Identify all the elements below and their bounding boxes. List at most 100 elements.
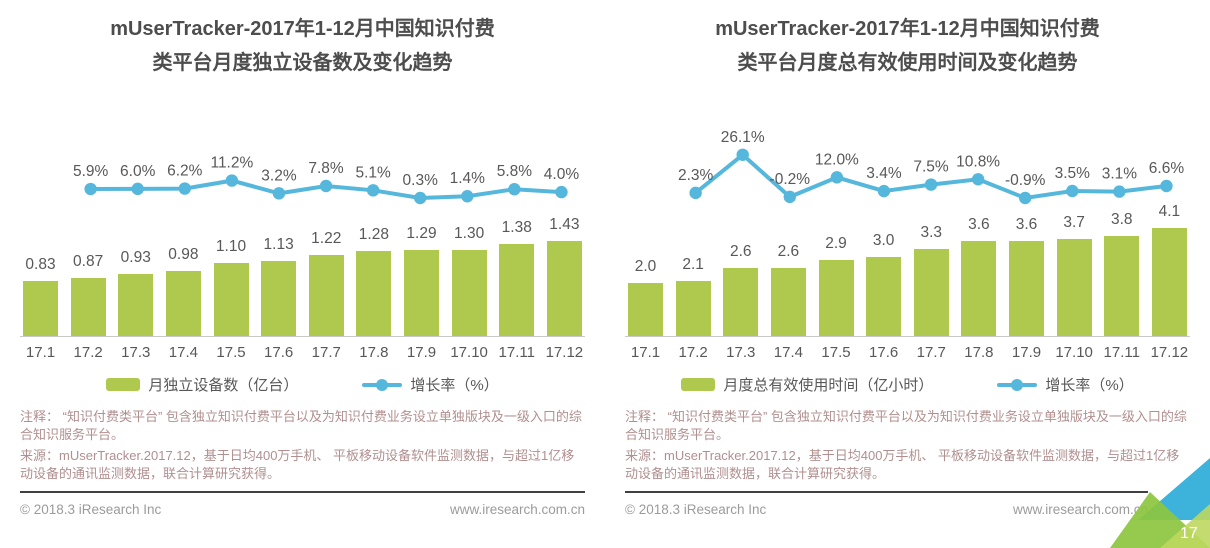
legend-item-line: 增长率（%） — [997, 374, 1134, 395]
bar-slot: 2.6 — [768, 243, 809, 336]
charts-row: mUserTracker-2017年1-12月中国知识付费 类平台月度独立设备数… — [20, 0, 1210, 517]
growth-point-label: 2.3% — [678, 167, 714, 184]
footnote-definition: 注释： “知识付费类平台” 包含独立知识付费平台以及为知识付费业务设立单独版块及… — [20, 409, 582, 443]
chart-panel-usage-time: mUserTracker-2017年1-12月中国知识付费 类平台月度总有效使用… — [605, 0, 1210, 517]
copyright-text: © 2018.3 iResearch Inc — [20, 501, 162, 517]
combo-chart-plot: 0.83 0.87 0.93 0.98 1.10 1.13 1.22 1.28 1.29 1.30… — [20, 84, 585, 337]
bar-slot: 1.29 — [401, 225, 442, 336]
bar — [404, 250, 439, 336]
footnote-source: 来源：mUserTracker.2017.12，基于日均400万手机、 平板移动… — [625, 447, 1180, 482]
website-link[interactable]: www.iresearch.com.cn — [449, 501, 585, 517]
legend-bar-label: 月独立设备数（亿台） — [148, 377, 299, 394]
bar — [770, 268, 806, 336]
bar-slot: 0.83 — [20, 256, 61, 336]
growth-point-label: 5.9% — [73, 163, 109, 180]
growth-point — [178, 182, 191, 195]
growth-point-label: 6.0% — [120, 163, 156, 180]
x-axis-label: 17.6 — [869, 344, 899, 361]
x-axis-label: 17.9 — [1011, 344, 1042, 361]
growth-line-series: 2.3% 26.1% -0.2%12.0% 3.4% 7.5% 10.8% -0.9% 3.5… — [678, 129, 1184, 205]
growth-point-label: -0.9% — [1005, 172, 1046, 189]
bar-value-label: 2.6 — [729, 243, 752, 260]
bar — [70, 278, 106, 336]
growth-point-label: 11.2% — [210, 155, 253, 172]
growth-point — [366, 184, 380, 197]
growth-point-label: 0.3% — [403, 172, 439, 189]
growth-point — [84, 182, 97, 196]
growth-point-label: 3.5% — [1055, 165, 1091, 182]
bar-value-label: 1.22 — [311, 230, 342, 247]
growth-point-label: 3.1% — [1102, 166, 1138, 183]
chart-title-line2: 类平台月度总有效使用时间及变化趋势 — [737, 52, 1078, 74]
x-axis: 17.1 17.2 17.3 17.4 17.5 17.6 17.7 17.8 17.9 17.1… — [625, 337, 1190, 361]
bar — [866, 257, 902, 336]
growth-point — [1019, 191, 1032, 205]
bar-value-label: 0.93 — [120, 249, 151, 266]
website-link[interactable]: www.iresearch.com.cn — [1012, 501, 1148, 517]
growth-line-series: 5.9% 6.0% 6.2% 11.2% 3.2% 7.8% 5.1% 0.3% 1.4% 5.8… — [73, 155, 580, 205]
bar-series: 0.83 0.87 0.93 0.98 1.10 1.13 1.22 1.28 1.29 1.30… — [20, 84, 585, 336]
line-swatch-icon — [997, 378, 1038, 391]
bar-value-label: 1.10 — [215, 238, 247, 255]
bar-value-label: 3.3 — [920, 224, 943, 241]
bar-slot: 3.0 — [863, 232, 904, 336]
bar-slot: 4.1 — [1149, 203, 1190, 336]
bar-value-label: 1.30 — [454, 225, 485, 242]
bar — [913, 249, 949, 336]
growth-point — [131, 182, 144, 196]
bar-slot: 0.93 — [115, 249, 156, 336]
bar-value-label: 1.38 — [501, 219, 532, 236]
chart-title: mUserTracker-2017年1-12月中国知识付费 类平台月度总有效使用… — [625, 12, 1190, 80]
growth-point-label: 6.2% — [167, 163, 203, 180]
x-axis-label: 17.7 — [311, 344, 341, 361]
growth-point — [830, 171, 844, 184]
growth-point — [877, 184, 891, 198]
bar-slot: 1.13 — [258, 236, 299, 336]
footer-divider — [20, 490, 585, 493]
x-axis-label: 17.6 — [264, 344, 294, 361]
bar-value-label: 3.0 — [872, 232, 895, 249]
bar — [261, 261, 297, 336]
bar — [118, 274, 154, 336]
bar-slot: 2.9 — [816, 235, 857, 336]
bar — [723, 268, 759, 336]
bar-swatch-icon — [681, 378, 716, 391]
bar — [356, 251, 392, 336]
growth-point — [689, 186, 702, 200]
bar-slot: 3.3 — [911, 224, 952, 336]
growth-point-label: 4.0% — [544, 166, 580, 183]
bar — [308, 255, 344, 336]
legend-line-label: 增长率（%） — [1045, 377, 1134, 394]
chart-title-line1: mUserTracker-2017年1-12月中国知识付费 — [715, 18, 1100, 40]
bar-value-label: 0.98 — [168, 246, 199, 263]
x-axis-label: 17.4 — [168, 344, 198, 361]
bar — [23, 281, 58, 336]
bar-value-label: 4.1 — [1158, 203, 1181, 220]
bar-slot: 3.6 — [958, 216, 999, 336]
combo-chart-plot: 2.0 2.1 2.6 2.6 2.9 3.0 3.3 3.6 3.6 3.7 3.8 4.1 2.3… — [625, 84, 1190, 337]
x-axis-label: 17.1 — [630, 344, 661, 361]
growth-point-label: 3.4% — [866, 165, 902, 182]
footnotes: 注释： “知识付费类平台” 包含独立知识付费平台以及为知识付费业务设立单独版块及… — [20, 408, 585, 484]
page-number: 17 — [1180, 525, 1198, 542]
x-axis-label: 17.4 — [773, 344, 803, 361]
bar-value-label: 2.9 — [825, 235, 847, 252]
chart-title-line1: mUserTracker-2017年1-12月中国知识付费 — [110, 18, 495, 40]
x-axis-label: 17.5 — [216, 344, 246, 361]
bar-slot: 3.6 — [1006, 216, 1047, 336]
corner-lime-triangle — [1160, 504, 1210, 548]
growth-point-label: 10.8% — [956, 153, 1000, 170]
bar-slot: 2.6 — [720, 243, 761, 336]
bar — [1009, 241, 1044, 336]
bar-value-label: 2.6 — [777, 243, 800, 260]
bar-slot: 0.87 — [68, 253, 109, 336]
x-axis: 17.1 17.2 17.3 17.4 17.5 17.6 17.7 17.8 17.9 17.1… — [20, 337, 585, 361]
bar — [499, 244, 535, 336]
x-axis-label: 17.10 — [450, 344, 488, 361]
bar-value-label: 1.13 — [263, 236, 294, 253]
growth-point — [783, 190, 796, 204]
growth-point — [1066, 184, 1079, 198]
x-axis-label: 17.2 — [678, 344, 708, 361]
x-axis-label: 17.7 — [916, 344, 946, 361]
copyright-text: © 2018.3 iResearch Inc — [625, 501, 767, 517]
